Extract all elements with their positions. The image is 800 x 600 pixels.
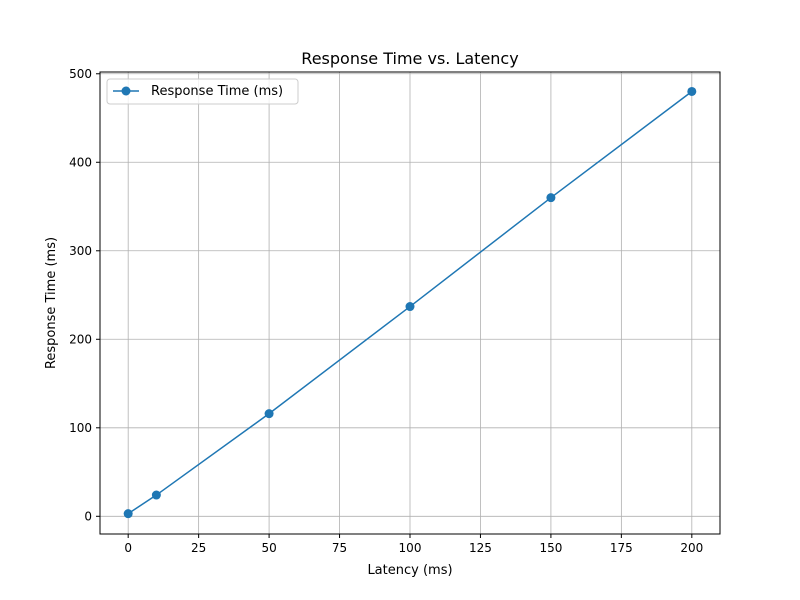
chart-title: Response Time vs. Latency [301,49,518,68]
data-point [687,86,697,96]
data-point [546,193,556,203]
y-tick-label: 0 [84,509,92,523]
x-tick-label: 150 [539,541,562,555]
legend-label: Response Time (ms) [151,84,283,99]
data-point [123,509,133,519]
x-tick-label: 0 [124,541,132,555]
ticks: 0 25 50 75 100 125 150 175 200 0 100 200 300 400 500 [69,67,703,555]
data-point [151,490,161,500]
x-tick-label: 125 [469,541,492,555]
x-tick-label: 100 [399,541,422,555]
data-point [405,302,415,312]
y-tick-label: 200 [69,332,92,346]
legend: Response Time (ms) [106,78,299,105]
x-tick-label: 175 [610,541,633,555]
x-tick-label: 25 [191,541,206,555]
legend-box [106,78,299,105]
y-tick-label: 100 [69,421,92,435]
y-tick-label: 300 [69,244,92,258]
series-layer [123,86,697,519]
grid [100,72,720,534]
x-tick-label: 50 [261,541,276,555]
x-tick-label: 200 [680,541,703,555]
x-axis-title: Latency (ms) [367,563,452,578]
legend-marker [121,86,131,96]
y-axis-title: Response Time (ms) [44,237,59,369]
y-tick-label: 400 [69,155,92,169]
data-point [264,409,274,419]
y-tick-label: 500 [69,67,92,81]
x-tick-label: 75 [332,541,347,555]
series-line [127,90,693,515]
